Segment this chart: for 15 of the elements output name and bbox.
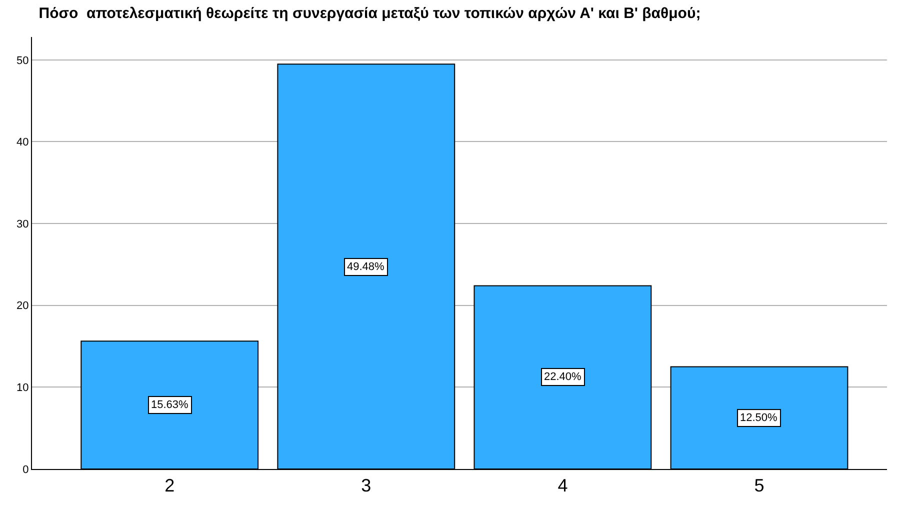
x-tick-label: 4 bbox=[558, 476, 568, 496]
data-label: 49.48% bbox=[347, 261, 385, 273]
data-label: 22.40% bbox=[544, 371, 582, 383]
data-label: 15.63% bbox=[151, 399, 189, 411]
y-tick-label: 0 bbox=[22, 464, 29, 476]
y-tick-label: 30 bbox=[16, 218, 29, 230]
y-tick-label: 20 bbox=[16, 300, 29, 312]
data-label: 12.50% bbox=[740, 412, 778, 424]
y-tick-label: 10 bbox=[16, 382, 29, 394]
x-tick-label: 5 bbox=[754, 476, 764, 496]
x-tick-label: 3 bbox=[361, 476, 372, 496]
y-tick-label: 50 bbox=[16, 54, 29, 67]
y-tick-label: 40 bbox=[16, 136, 29, 149]
chart-title: Πόσο αποτελεσματική θεωρείτε τη συνεργασία μεταξύ των τοπικών αρχών Α' και Β' βαθμού; bbox=[38, 5, 701, 22]
x-tick-label: 2 bbox=[164, 476, 175, 496]
